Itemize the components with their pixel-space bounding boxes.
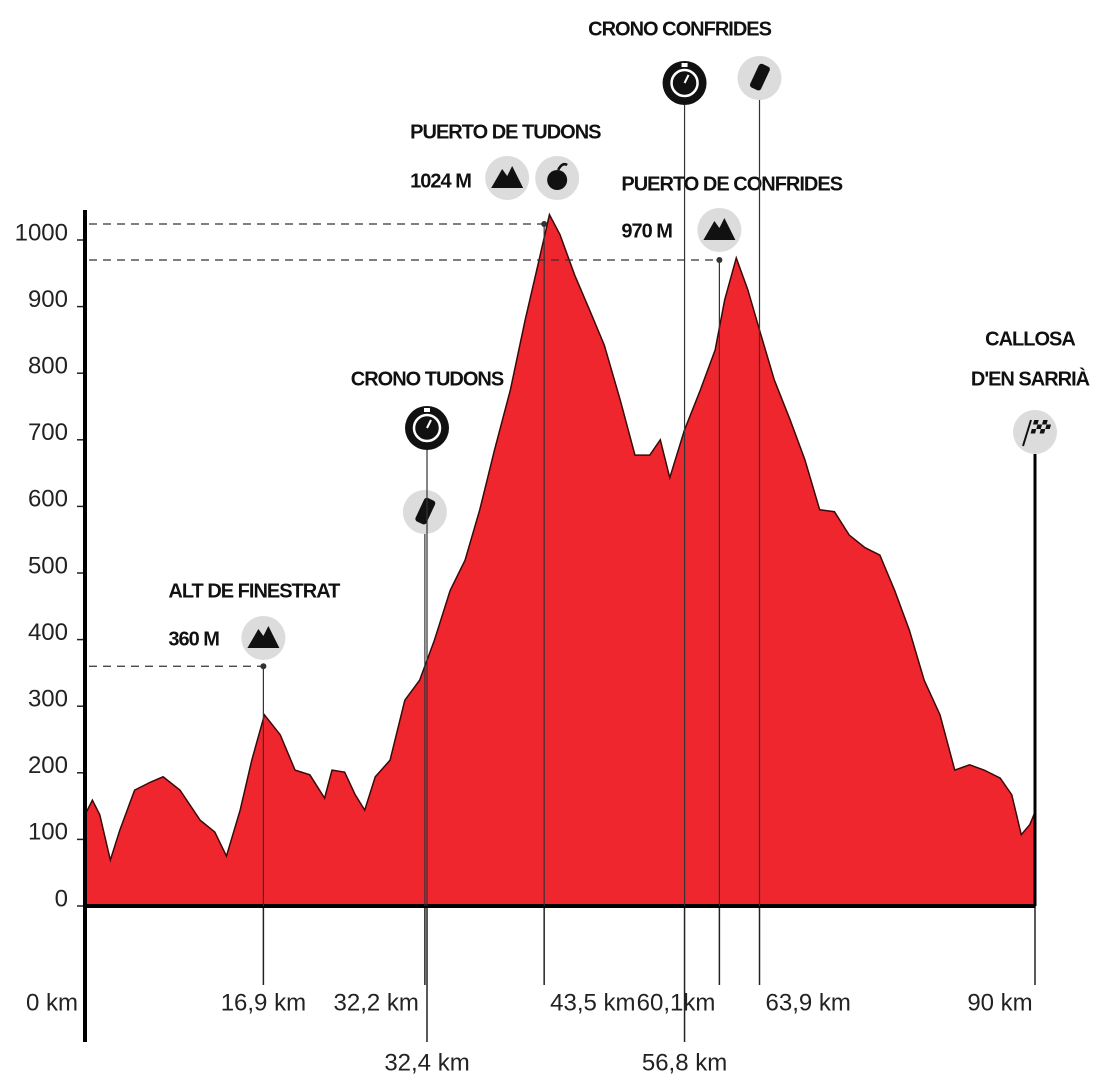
icon-stopwatch	[405, 406, 449, 450]
annotation-label: 360 M	[168, 628, 219, 650]
icon-shape	[703, 218, 736, 240]
icon-apple	[535, 156, 580, 200]
x-tick-label: 32,2 km	[334, 989, 419, 1016]
y-tick-label: 1000	[15, 219, 68, 246]
icon-pole	[1022, 419, 1032, 447]
annotation-label: CRONO TUDONS	[351, 368, 504, 390]
y-tick-label: 700	[28, 419, 68, 446]
annotation-label: D'EN SARRIÀ	[971, 367, 1090, 390]
icon-shape	[749, 63, 770, 91]
icon-mountain	[485, 156, 530, 200]
icon-knob	[681, 63, 688, 67]
icon-bottle	[737, 56, 782, 100]
x-tick-label: 56,8 km	[642, 1049, 727, 1076]
icon-mountain	[697, 208, 742, 252]
icon-ring	[670, 68, 699, 98]
x-tick-label: 16,9 km	[221, 989, 306, 1016]
annotation-label: CRONO CONFRIDES	[588, 18, 771, 40]
icon-leaf	[557, 162, 568, 171]
summit-dot	[260, 663, 267, 670]
icon-check	[1042, 420, 1048, 425]
icon-check	[1039, 429, 1046, 434]
icon-shape	[247, 626, 280, 648]
annotation-label: 970 M	[621, 220, 672, 242]
summit-dot	[716, 256, 723, 263]
icon-flag	[1013, 410, 1057, 454]
annotation-label: ALT DE FINESTRAT	[168, 580, 340, 602]
annotation-label: 1024 M	[410, 170, 471, 192]
icon-shape	[415, 497, 436, 525]
x-tick-label: 90 km	[967, 989, 1032, 1016]
icon-knob	[424, 408, 430, 412]
y-tick-label: 600	[28, 486, 68, 513]
annotation-label: PUERTO DE TUDONS	[410, 121, 601, 143]
x-tick-label: 63,9 km	[766, 989, 851, 1016]
y-tick-label: 0	[55, 885, 68, 912]
y-tick-label: 500	[28, 552, 68, 579]
icon-check	[1045, 424, 1052, 429]
x-tick-label: 0 km	[26, 989, 78, 1016]
x-tick-label: 43,5 km	[550, 989, 635, 1016]
icon-check	[1030, 429, 1037, 434]
annotation-label: CALLOSA	[985, 328, 1075, 350]
icon-stopwatch	[662, 61, 707, 105]
annotation-label: PUERTO DE CONFRIDES	[621, 173, 842, 195]
icon-shape	[491, 166, 524, 188]
icon-bottle	[402, 490, 447, 534]
icon-check	[1033, 420, 1039, 425]
y-tick-label: 800	[28, 353, 68, 380]
y-tick-label: 900	[28, 286, 68, 313]
x-tick-label: 32,4 km	[384, 1049, 469, 1076]
x-tick-label: 60,1km	[637, 989, 716, 1016]
icon-shape	[547, 170, 568, 190]
icon-hand	[426, 419, 432, 429]
icon-hand	[683, 74, 690, 84]
y-tick-label: 100	[28, 819, 68, 846]
icon-mountain	[241, 616, 286, 660]
elevation-area	[84, 212, 1036, 907]
y-tick-label: 200	[28, 752, 68, 779]
icon-ring	[412, 413, 442, 443]
summit-dot	[541, 221, 548, 228]
y-tick-label: 300	[28, 686, 68, 713]
y-tick-label: 400	[28, 619, 68, 646]
icon-check	[1036, 424, 1043, 429]
